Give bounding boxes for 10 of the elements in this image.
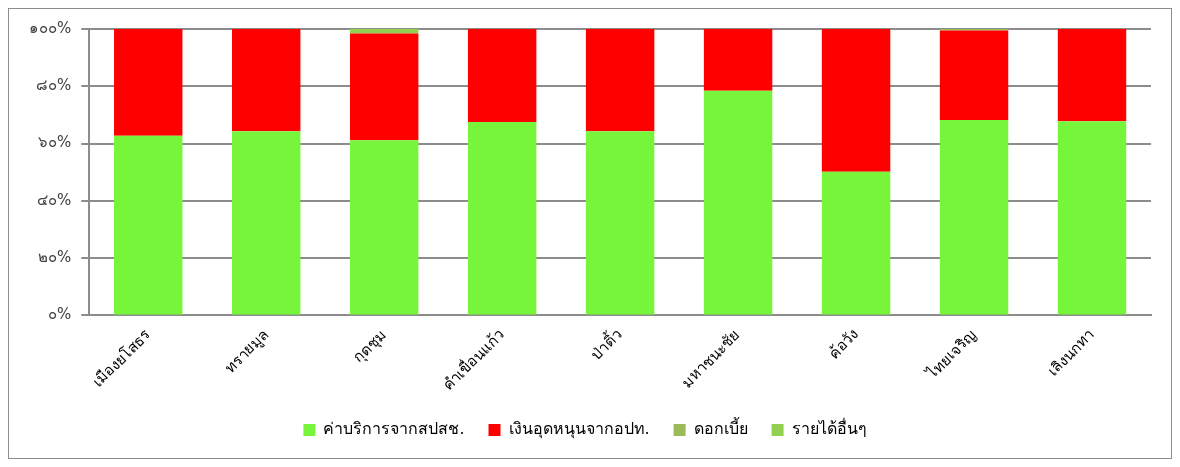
- y-tick-label: ๑๐๐%: [28, 18, 72, 37]
- y-tick-label: ๘๐%: [35, 76, 72, 95]
- y-tick-label: ๒๐%: [37, 248, 72, 267]
- legend-label: รายได้อื่นๆ: [791, 417, 867, 439]
- y-tick-label: ๐%: [47, 305, 72, 324]
- legend-label: เงินอุดหนุนจากอปท.: [508, 419, 650, 440]
- y-tick-label: ๔๐%: [36, 190, 72, 209]
- legend-label: ค่าบริการจากสปสช.: [323, 419, 465, 439]
- legend-label: ดอกเบี้ย: [693, 417, 748, 439]
- y-tick-label: ๖๐%: [37, 133, 72, 152]
